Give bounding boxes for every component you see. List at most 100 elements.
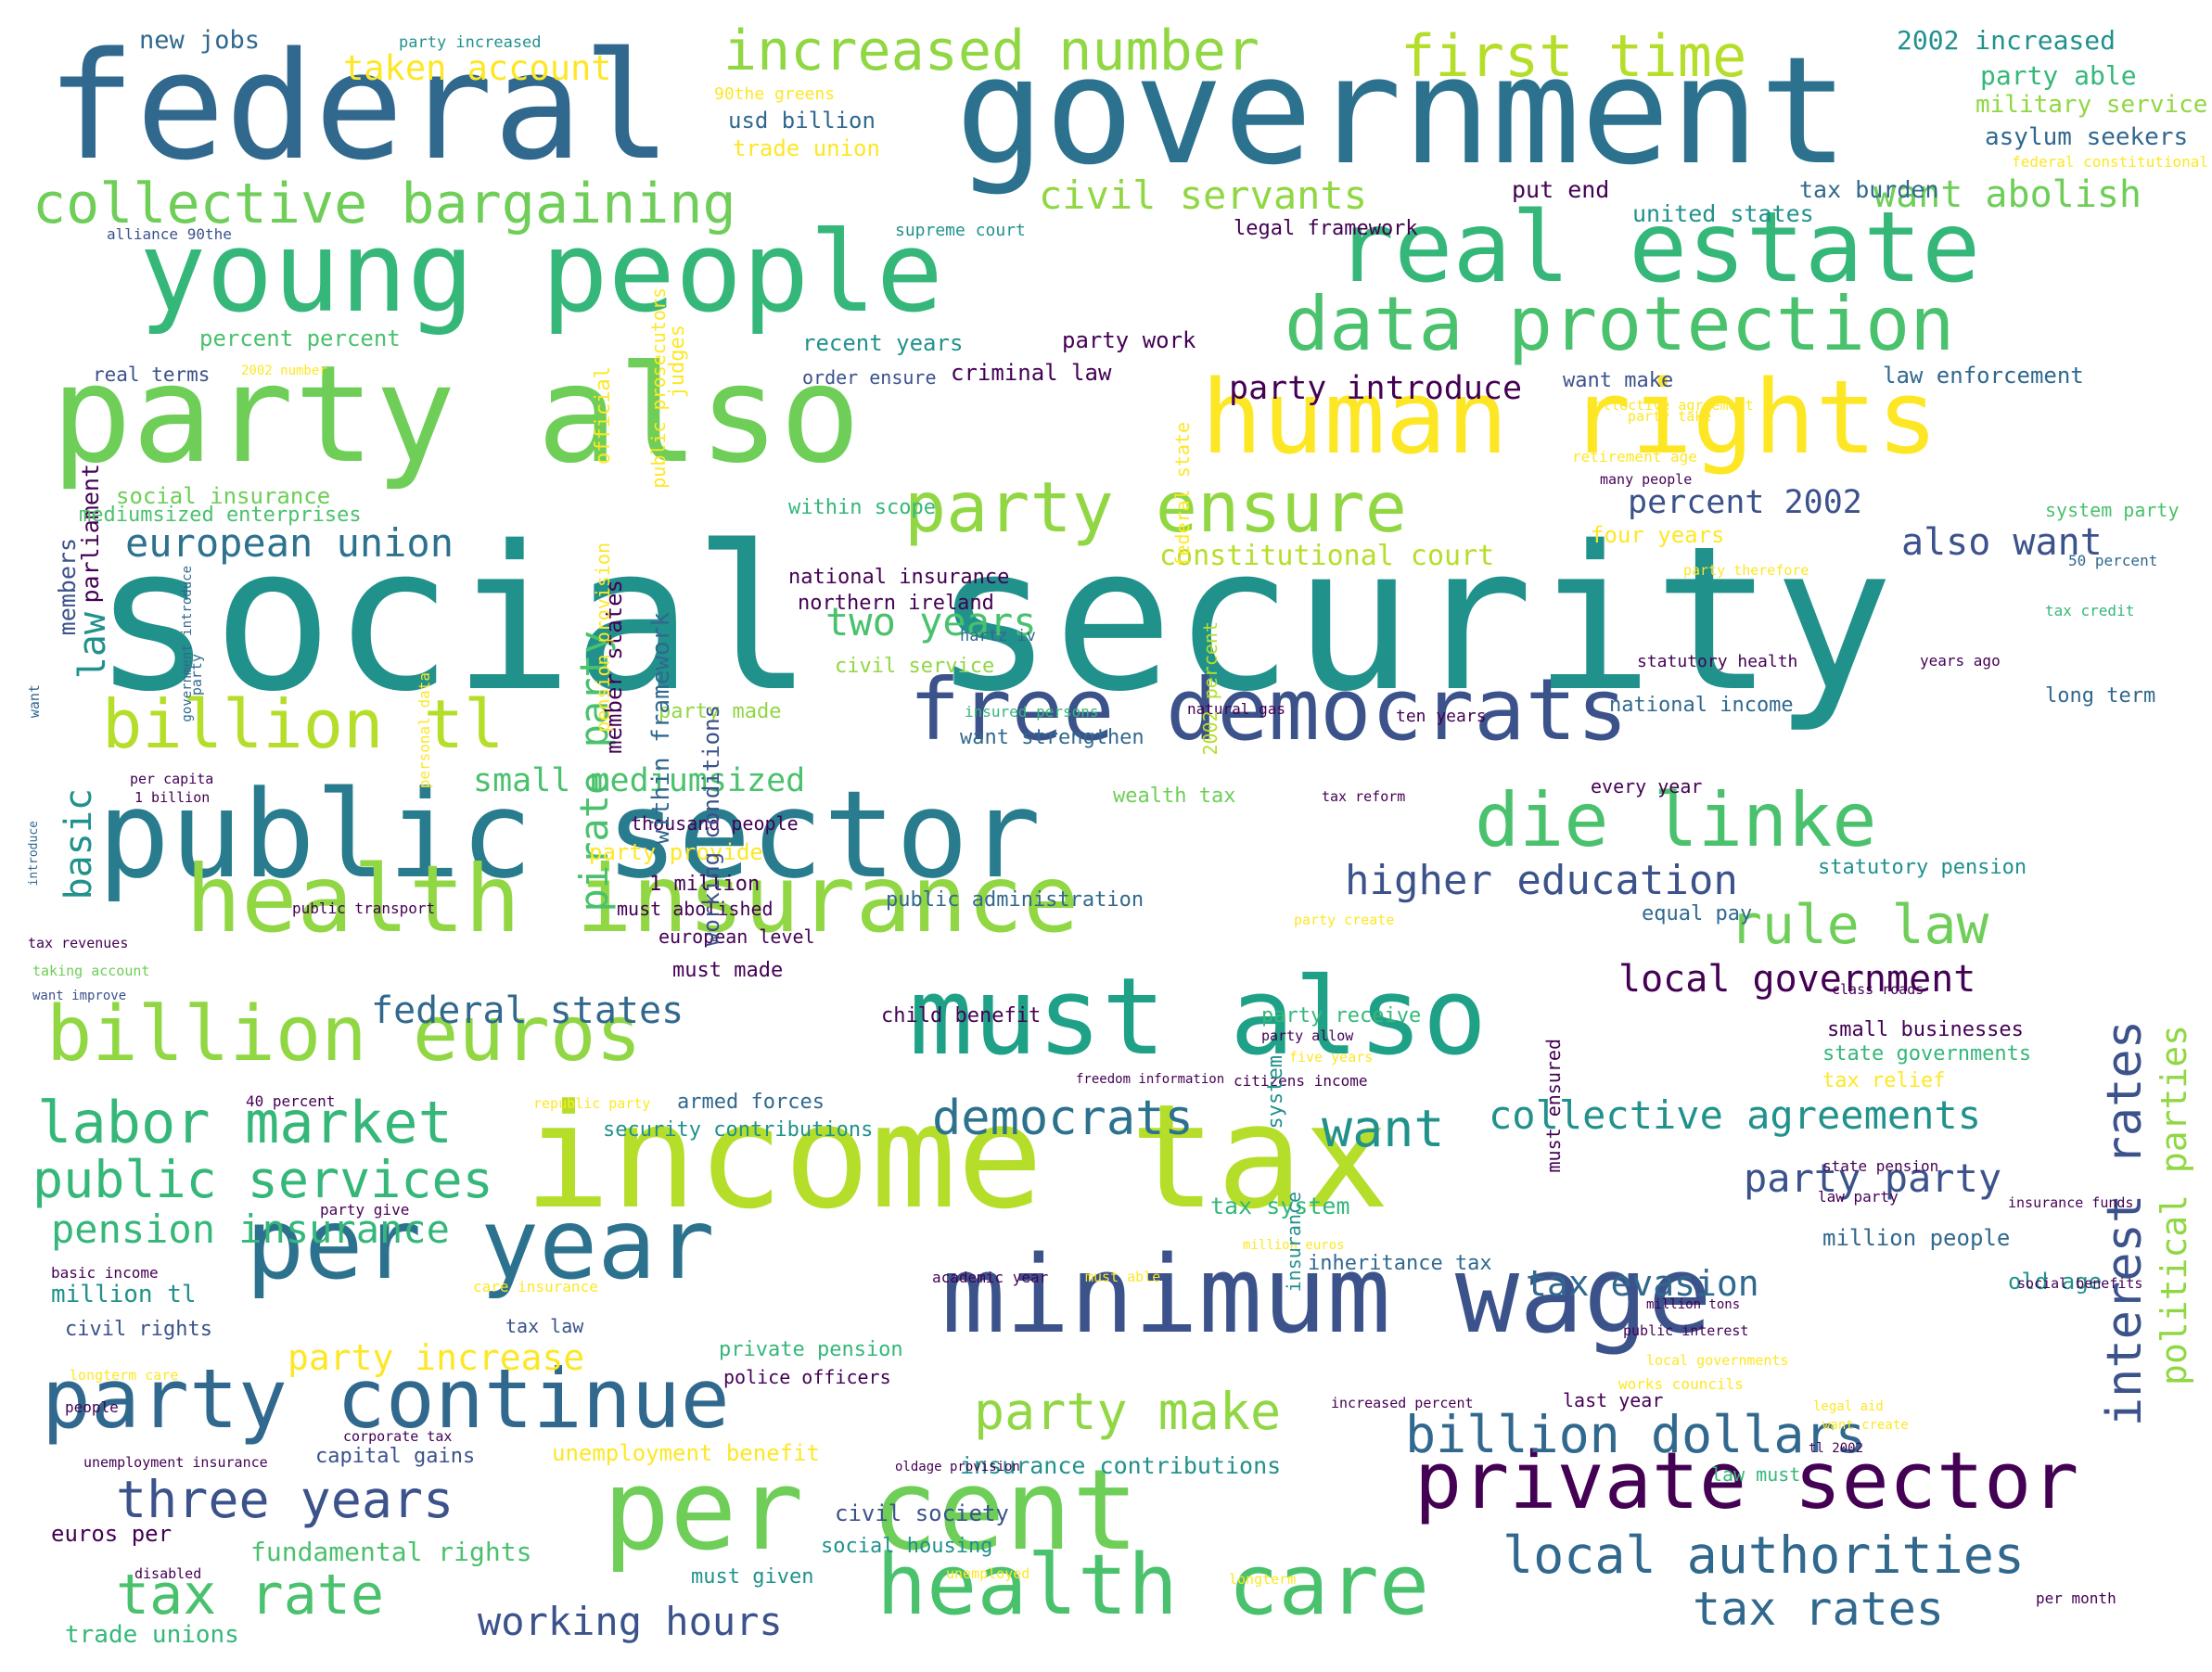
cloud-word: party make (974, 1382, 1282, 1441)
cloud-word: percent 2002 (1628, 484, 1862, 521)
cloud-word: per capita (130, 771, 214, 787)
cloud-word: increased number (723, 19, 1259, 83)
cloud-word: tax law (505, 1315, 584, 1337)
cloud-word: corporate tax (343, 1428, 453, 1445)
cloud-word: per year (246, 1188, 715, 1301)
cloud-word: people (65, 1398, 119, 1416)
cloud-word: private sector (1414, 1436, 2079, 1527)
cloud-word: billion tl (102, 685, 505, 763)
cloud-word: introduce (27, 821, 41, 887)
cloud-word: inheritance tax (1308, 1252, 1492, 1275)
cloud-word: put end (1512, 176, 1610, 203)
cloud-word: real terms (93, 364, 211, 386)
cloud-word: european level (658, 925, 815, 948)
cloud-word: working conditions (698, 705, 724, 947)
cloud-word: minimum wage (941, 1233, 1712, 1358)
cloud-word: health care (876, 1537, 1430, 1634)
cloud-word: party create (1294, 912, 1395, 928)
cloud-word: billion dollars (1405, 1405, 1866, 1464)
cloud-word: equal pay (1642, 902, 1753, 925)
cloud-word: trade unions (65, 1621, 239, 1649)
cloud-word: years ago (1920, 652, 2001, 670)
cloud-word: party provide (589, 839, 763, 865)
cloud-word: must abolished (617, 898, 774, 920)
cloud-word: statutory health (1637, 652, 1798, 671)
cloud-word: public interest (1623, 1322, 1749, 1339)
cloud-word: government (955, 24, 1849, 198)
cloud-word: social benefits (2017, 1275, 2143, 1292)
cloud-word: hartz iv (960, 627, 1036, 645)
cloud-word: recent years (802, 330, 964, 356)
cloud-word: want (26, 684, 43, 719)
cloud-word: 50 percent (2068, 552, 2158, 569)
cloud-word: public prosecutors (647, 287, 670, 489)
cloud-word: collective agreement (1586, 397, 1754, 414)
cloud-word: must ensured (1542, 1039, 1565, 1173)
cloud-word: longterm care (70, 1367, 179, 1384)
cloud-word: asylum seekers (1985, 123, 2189, 151)
cloud-word: local government (1618, 958, 1976, 1001)
cloud-word: fundamental rights (250, 1537, 532, 1567)
cloud-word: federal state (1171, 422, 1194, 568)
cloud-word: must also (909, 955, 1488, 1079)
cloud-word: public services (32, 1150, 493, 1209)
cloud-word: pension provision (592, 542, 614, 733)
cloud-word: want improve (32, 989, 127, 1003)
cloud-word: euros per (51, 1521, 173, 1547)
cloud-word: official (592, 366, 615, 465)
cloud-word: party (188, 654, 205, 696)
cloud-word: order ensure (802, 366, 937, 389)
cloud-word: tax credit (2045, 602, 2135, 619)
cloud-word: state governments (1822, 1042, 2032, 1066)
cloud-word: military service (1975, 91, 2208, 119)
cloud-word: many people (1600, 471, 1693, 488)
cloud-word: want create (1822, 1418, 1909, 1433)
cloud-word: collective bargaining (32, 172, 736, 236)
cloud-word: 1 billion (134, 789, 211, 806)
cloud-word: civil service (835, 655, 995, 678)
cloud-word: insurance funds (2008, 1194, 2134, 1211)
cloud-word: want strengthen (960, 726, 1144, 749)
cloud-word: mediumsized enterprises (79, 504, 362, 527)
cloud-word: party work (1062, 327, 1196, 353)
cloud-word: police officers (723, 1366, 891, 1388)
cloud-word: personal data (416, 672, 433, 789)
cloud-word: interest rates (2097, 1020, 2153, 1427)
cloud-word: care insurance (473, 1278, 598, 1295)
cloud-word: civil society (835, 1500, 1009, 1526)
cloud-word: statutory pension (1818, 856, 2027, 879)
cloud-word: federal constitutional (2012, 153, 2208, 171)
cloud-word: party ensure (904, 466, 1407, 548)
cloud-word: labor market (37, 1089, 453, 1156)
cloud-word: tax rate (116, 1563, 384, 1627)
cloud-word: basic (58, 788, 100, 900)
cloud-word: freedom information (1076, 1072, 1225, 1087)
cloud-word: law must (1711, 1463, 1801, 1486)
cloud-word: tax system (1210, 1193, 1350, 1219)
cloud-word: rule law (1730, 893, 1989, 956)
cloud-word: supreme court (895, 221, 1026, 240)
cloud-word: party also (51, 337, 861, 493)
cloud-word: old age (2008, 1269, 2103, 1295)
cloud-word: usd billion (728, 108, 876, 134)
cloud-word: million people (1822, 1225, 2011, 1251)
cloud-word: federal (46, 19, 672, 193)
cloud-word: government introduce (180, 566, 195, 722)
cloud-word: million tons (1646, 1297, 1741, 1312)
cloud-word: legal aid (1813, 1399, 1884, 1414)
cloud-word: insured persons (965, 703, 1099, 721)
cloud-word: private pension (719, 1338, 903, 1361)
cloud-word: capital gains (315, 1445, 476, 1468)
cloud-word: within framework (647, 612, 675, 845)
cloud-word: die linke (1475, 777, 1877, 863)
cloud-word: unemployed (946, 1565, 1030, 1582)
cloud-word: income tax (524, 1073, 1390, 1241)
cloud-word: party made (658, 700, 782, 723)
cloud-word: five years (1289, 1049, 1374, 1066)
cloud-word: national insurance (788, 566, 1010, 589)
cloud-word: tax burden (1799, 176, 1939, 203)
cloud-word: want make (1563, 369, 1674, 392)
cloud-word: public transport (292, 900, 436, 917)
cloud-word: collective agreements (1489, 1092, 1982, 1138)
